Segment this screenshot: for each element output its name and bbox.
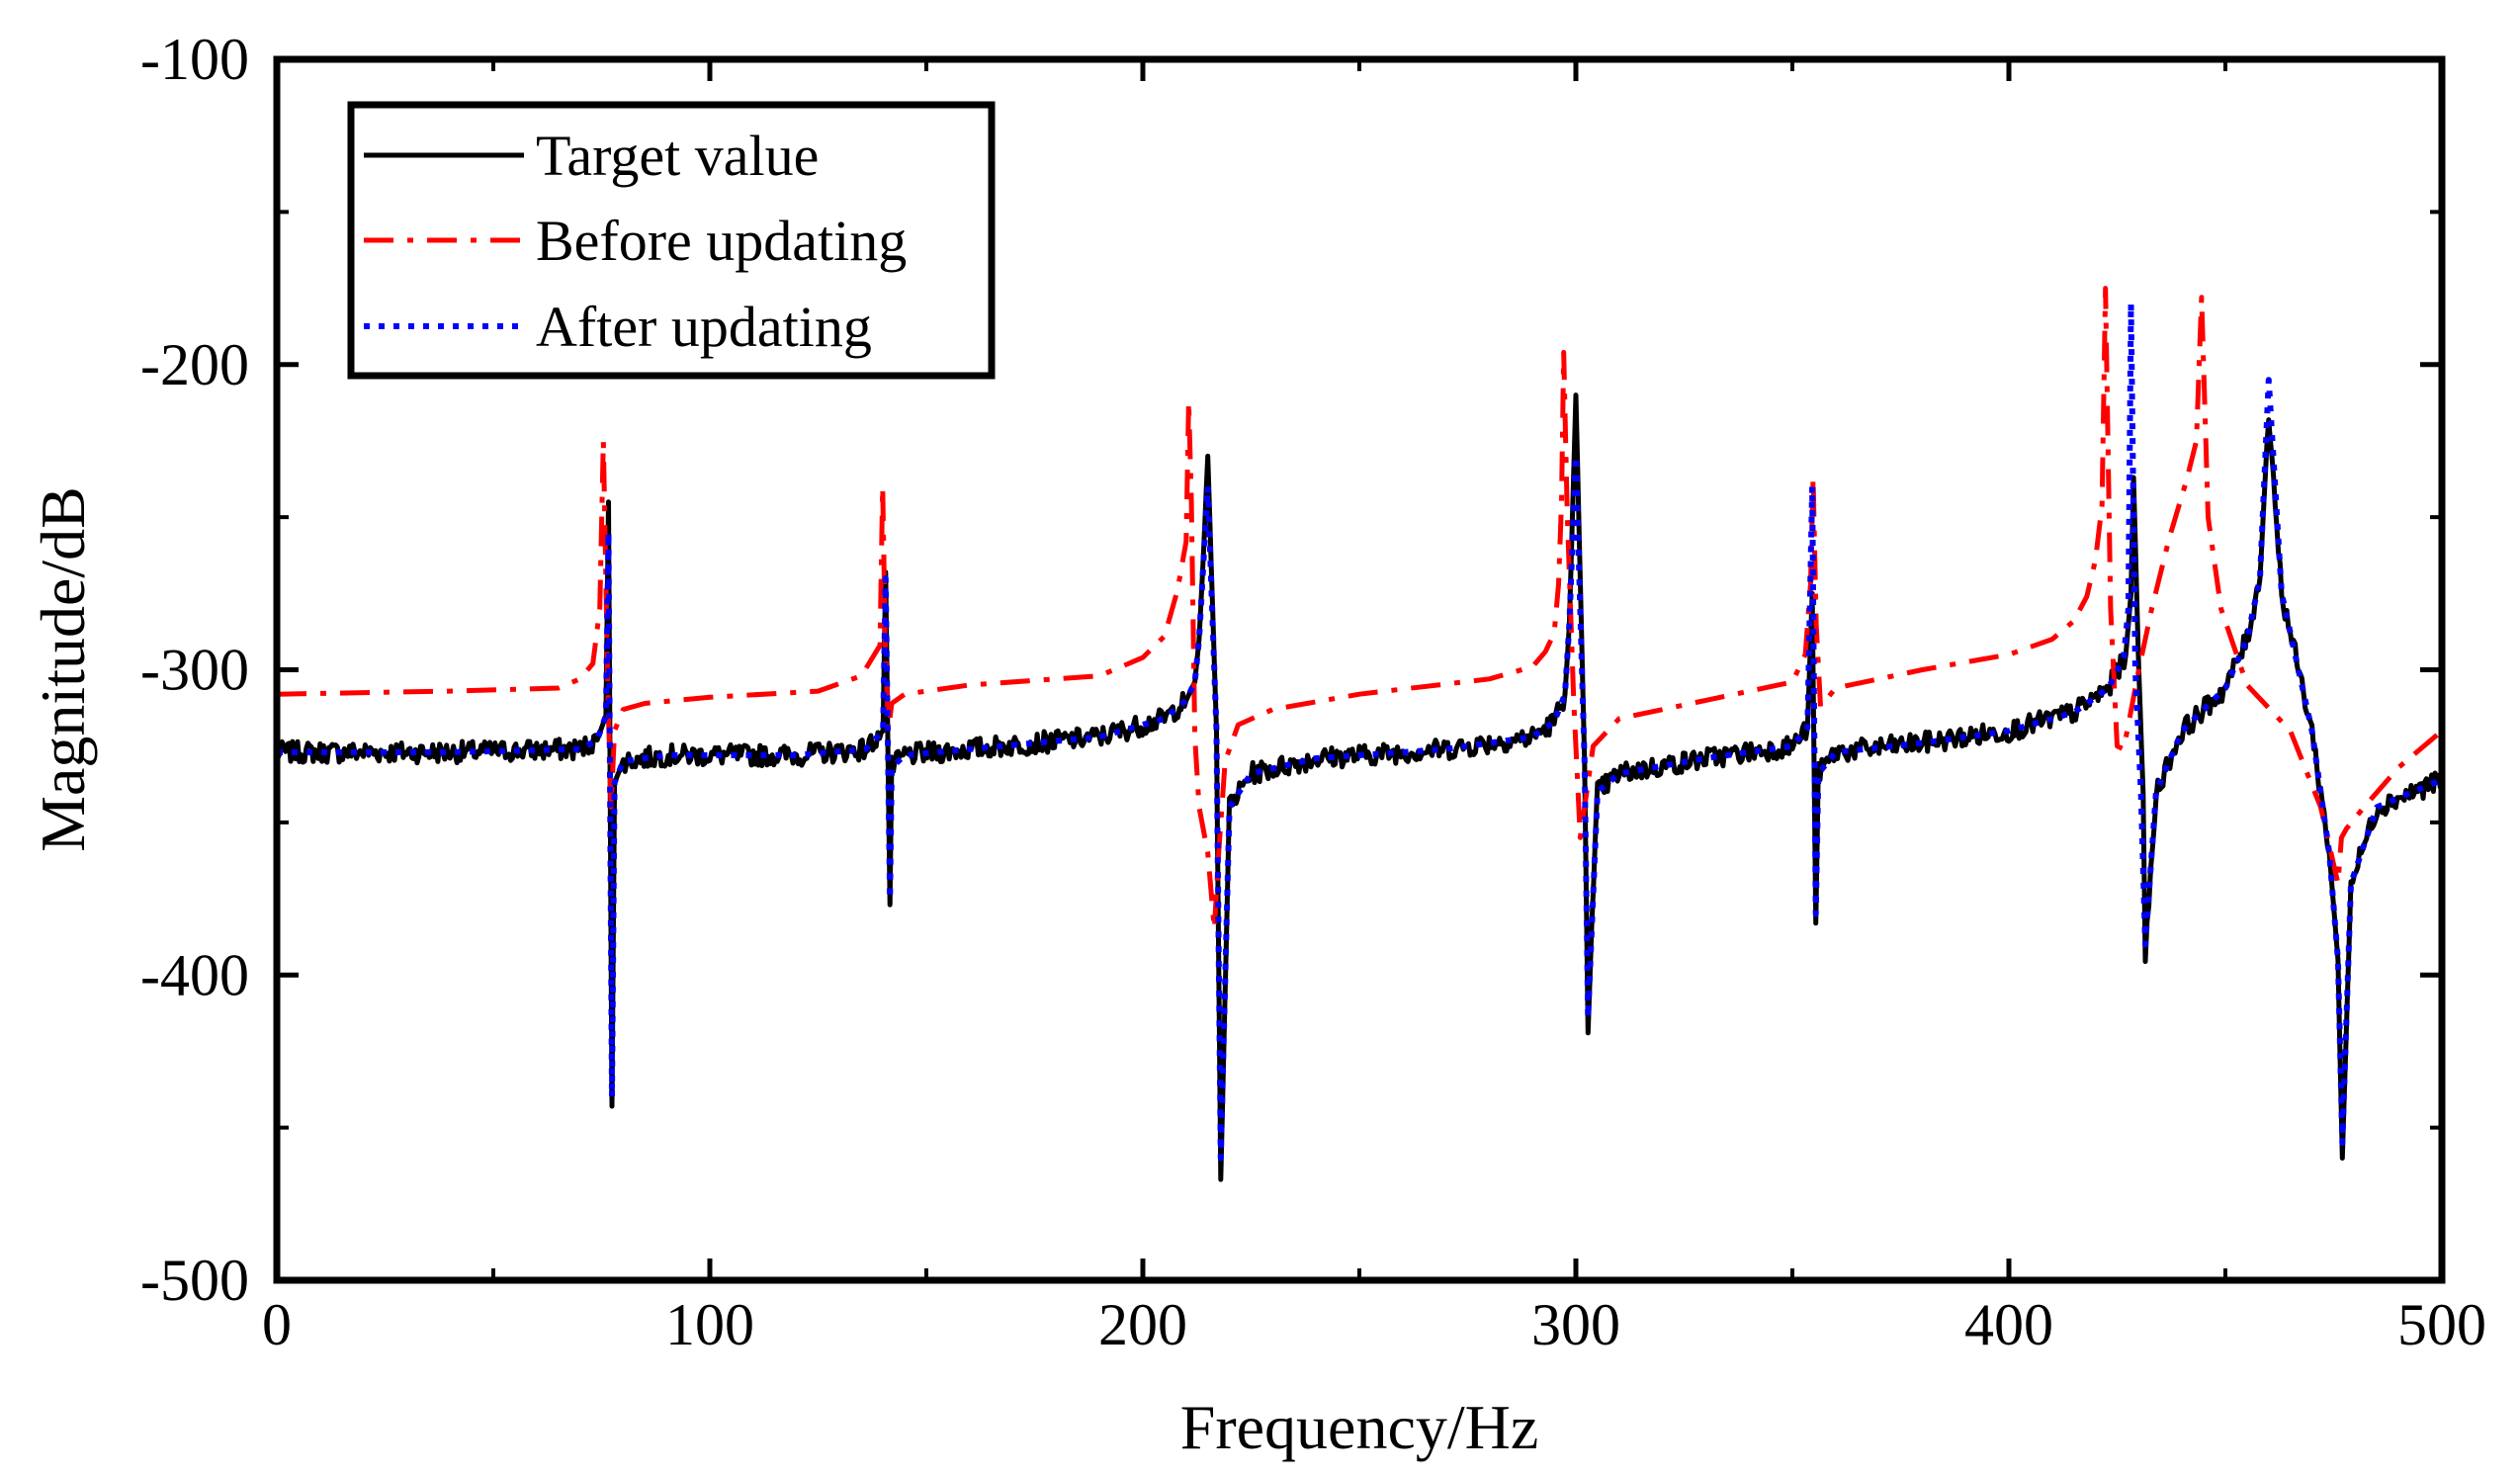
x-tick-label: 200 <box>1098 1292 1187 1357</box>
x-tick-label: 300 <box>1531 1292 1620 1357</box>
x-tick-label: 0 <box>262 1292 292 1357</box>
series-line-1 <box>276 286 2444 932</box>
legend-label-before: Before updating <box>536 209 907 273</box>
axis-ticks <box>274 56 2445 1283</box>
y-tick-label: -200 <box>140 332 249 397</box>
legend-label-after: After updating <box>536 295 872 359</box>
y-tick-label: -300 <box>140 638 249 703</box>
x-tick-label: 500 <box>2397 1292 2486 1357</box>
legend: Target value Before updating After updat… <box>347 101 996 380</box>
x-tick-label: 100 <box>665 1292 754 1357</box>
y-tick-label: -400 <box>140 942 249 1007</box>
legend-label-target: Target value <box>536 124 819 188</box>
y-axis-title: Magnitude/dB <box>28 486 98 852</box>
series-lines <box>274 286 2445 1182</box>
series-line-2 <box>277 301 2444 1162</box>
x-tick-labels: 0 100 200 300 400 500 <box>262 1292 2486 1357</box>
y-tick-label: -100 <box>140 27 249 92</box>
y-tick-label: -500 <box>140 1248 249 1313</box>
x-tick-label: 400 <box>1964 1292 2053 1357</box>
legend-box <box>347 101 996 380</box>
series-line-0 <box>274 392 2445 1182</box>
x-axis-title: Frequency/Hz <box>1180 1392 1539 1462</box>
y-tick-labels: -500 -400 -300 -200 -100 <box>140 27 249 1313</box>
